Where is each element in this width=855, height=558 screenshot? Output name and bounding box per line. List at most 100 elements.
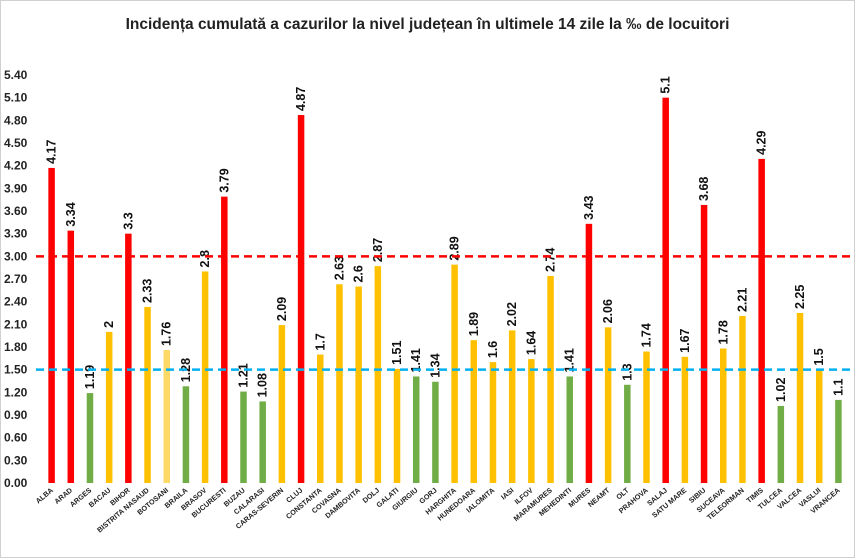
data-label: 4.87	[294, 87, 308, 111]
bar	[393, 368, 401, 483]
y-tick-label: 1.50	[4, 363, 28, 377]
bar	[125, 233, 132, 483]
data-label: 2.6	[352, 265, 366, 282]
y-tick-label: 0.30	[4, 453, 28, 467]
y-tick-label: 3.30	[4, 227, 28, 241]
data-label: 1.3	[620, 363, 634, 380]
bar	[604, 327, 612, 483]
y-tick-label: 5.10	[4, 91, 28, 105]
x-tick-label: BACAU	[87, 486, 113, 510]
bar	[259, 401, 266, 483]
bar	[720, 348, 727, 483]
data-label: 2.06	[601, 299, 615, 323]
bar	[566, 376, 573, 483]
bar	[221, 196, 228, 483]
y-tick-label: 4.80	[4, 113, 28, 127]
bar	[643, 351, 650, 483]
y-tick-label: 0.60	[4, 431, 28, 445]
data-label: 1.41	[409, 348, 423, 372]
data-label: 5.1	[659, 76, 673, 93]
bar	[508, 330, 516, 483]
data-label: 2	[102, 321, 116, 328]
bar	[451, 264, 458, 483]
data-label: 1.41	[563, 348, 577, 372]
bar	[585, 223, 593, 483]
data-label: 1.64	[524, 331, 538, 355]
y-tick-label: 3.00	[4, 249, 28, 263]
bar	[144, 306, 151, 483]
bar	[624, 384, 631, 483]
bar	[412, 376, 420, 483]
bar	[470, 340, 478, 483]
bar	[432, 381, 439, 483]
data-label: 2.74	[544, 248, 558, 272]
y-tick-label: 2.40	[4, 295, 28, 309]
data-label: 2.33	[141, 279, 155, 303]
bar	[163, 350, 170, 483]
y-tick-label: 3.60	[4, 204, 28, 218]
data-label: 1.74	[640, 323, 654, 347]
data-label: 1.08	[256, 373, 270, 397]
data-label: 1.6	[486, 341, 500, 358]
data-label: 1.78	[716, 320, 730, 344]
data-label: 3.79	[217, 168, 231, 192]
data-label: 1.67	[678, 328, 692, 352]
bar	[489, 362, 497, 483]
data-label: 4.17	[45, 140, 59, 164]
data-label: 1.51	[390, 341, 404, 365]
data-label: 2.8	[198, 250, 212, 267]
chart-title: Incidența cumulată a cazurilor la nivel …	[125, 16, 730, 33]
y-tick-label: 4.20	[4, 159, 28, 173]
data-label: 3.43	[582, 195, 596, 219]
data-label: 2.63	[332, 256, 346, 280]
bar	[739, 316, 746, 483]
data-label: 1.1	[831, 378, 845, 395]
data-label: 4.29	[755, 130, 769, 154]
y-tick-label: 1.20	[4, 385, 28, 399]
data-label: 1.21	[237, 363, 251, 387]
y-tick-label: 1.80	[4, 340, 28, 354]
data-label: 3.68	[697, 177, 711, 201]
data-label: 1.19	[83, 365, 97, 389]
bar	[758, 158, 765, 483]
bar	[182, 386, 190, 483]
bar	[777, 405, 785, 483]
bar	[105, 331, 113, 483]
y-tick-label: 0.90	[4, 408, 28, 422]
data-label: 1.02	[774, 378, 788, 402]
x-tick-label: NEAMT	[586, 485, 612, 509]
y-tick-label: 0.00	[4, 476, 28, 490]
bar	[336, 284, 343, 483]
data-label: 2.02	[505, 302, 519, 326]
y-tick-label: 2.70	[4, 272, 28, 286]
bar	[547, 275, 554, 483]
bar	[317, 354, 324, 483]
bar	[297, 115, 305, 484]
data-label: 3.34	[64, 202, 78, 226]
bar	[355, 286, 362, 483]
bar	[796, 313, 804, 483]
bar	[201, 271, 209, 483]
bar	[48, 167, 55, 483]
x-tick-label: ALBA	[34, 486, 55, 506]
y-tick-label: 4.50	[4, 136, 28, 150]
y-axis: 0.00 0.30 0.60 0.90 1.20 1.50 1.80 2.10 2.40 2.70…	[4, 68, 28, 490]
bar	[86, 393, 94, 483]
bar	[278, 325, 286, 483]
bar	[835, 399, 842, 483]
bar	[374, 266, 382, 483]
y-tick-label: 3.90	[4, 181, 28, 195]
data-label: 1.76	[160, 322, 174, 346]
data-label: 1.7	[313, 333, 327, 350]
bar	[662, 97, 669, 484]
data-label: 2.89	[448, 236, 462, 260]
data-label: 1.89	[467, 312, 481, 336]
data-label: 3.3	[121, 212, 135, 229]
bar	[67, 230, 75, 483]
bar	[528, 359, 535, 483]
bar	[240, 391, 247, 483]
bar	[700, 204, 708, 483]
